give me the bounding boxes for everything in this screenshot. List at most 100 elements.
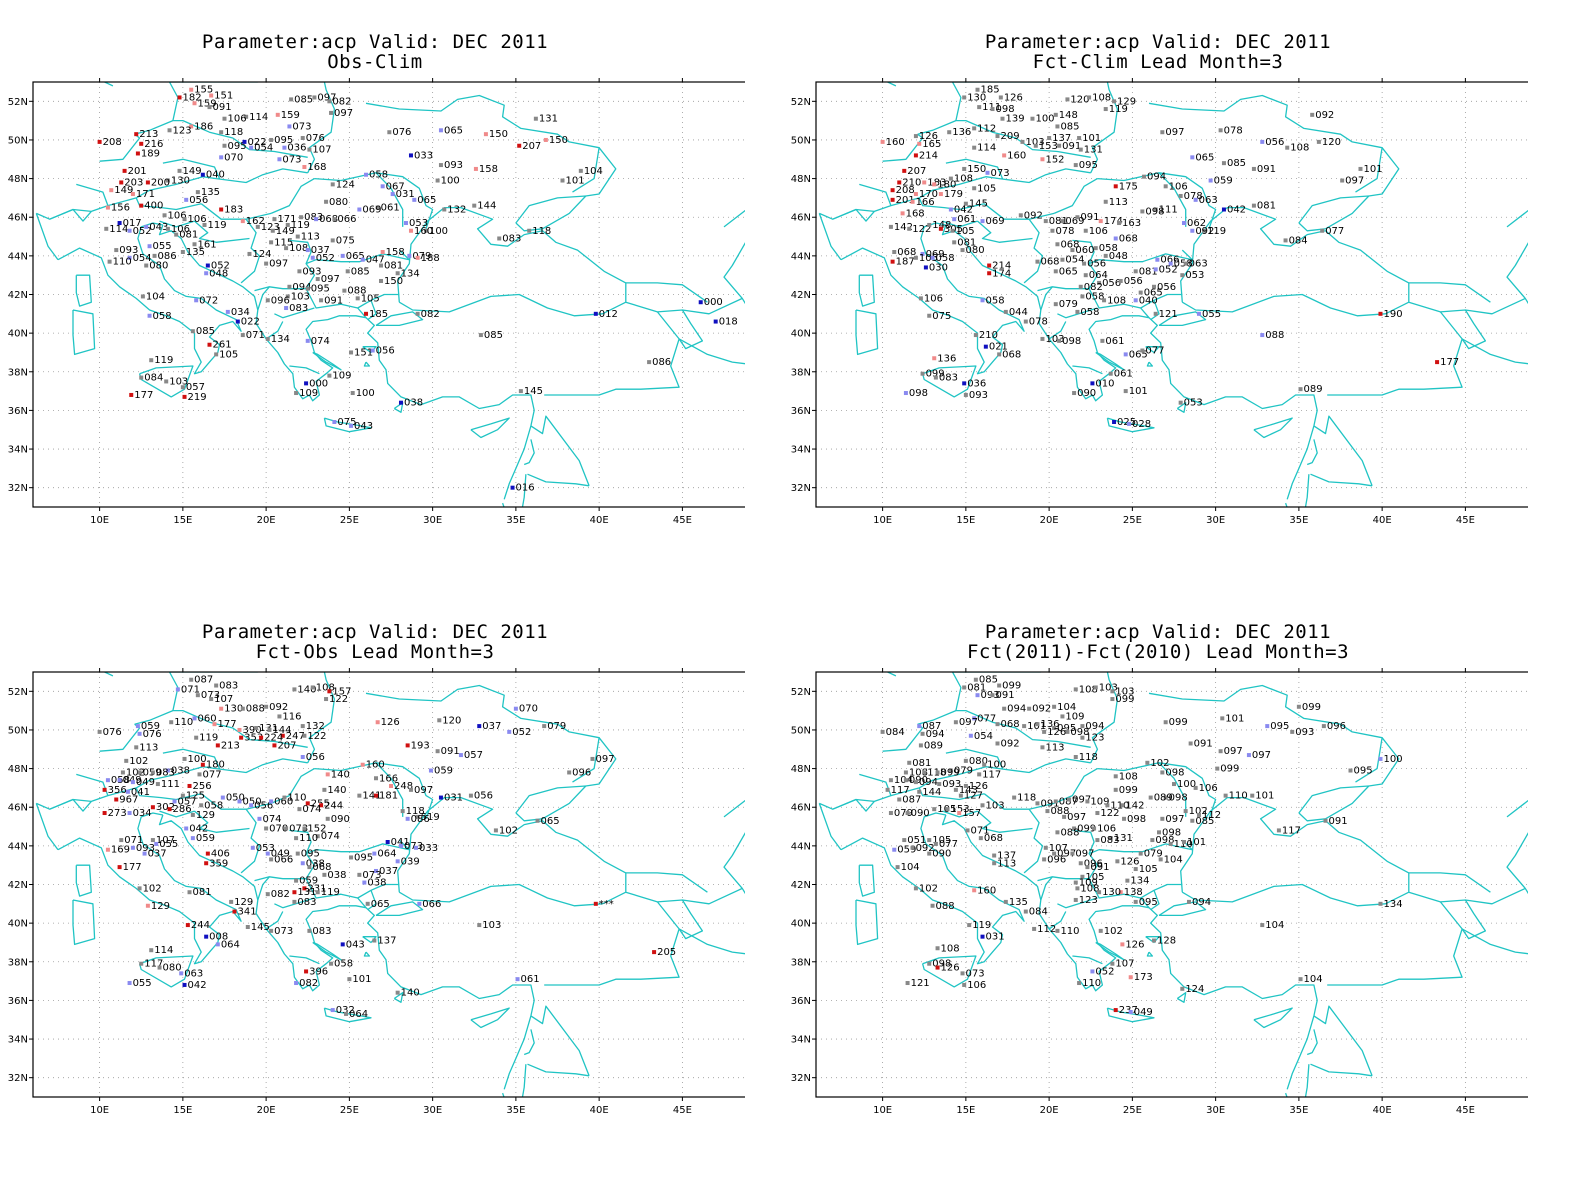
station-value: 102: [126, 767, 145, 778]
station-square: [1113, 787, 1118, 792]
station-value: 101: [352, 974, 371, 985]
station-marker: 065: [340, 251, 365, 262]
stations: 1851301261110981201081291191391001481121…: [880, 85, 1459, 430]
station-square: [360, 257, 365, 262]
station-value: 102: [129, 756, 148, 767]
station-marker: 210: [973, 330, 998, 341]
station-value: 171: [277, 214, 296, 225]
station-value: 059: [141, 721, 160, 732]
station-marker: 129: [1112, 96, 1136, 107]
station-value: 113: [139, 742, 158, 753]
station-marker: 136: [1035, 719, 1060, 730]
station-marker: 190: [1378, 309, 1403, 320]
station-square: [1321, 724, 1326, 729]
station-square: [190, 329, 195, 334]
station-marker: 519: [415, 812, 440, 823]
station-square: [194, 298, 199, 303]
station-square: [890, 259, 895, 264]
station-marker: 058: [364, 170, 388, 181]
station-value: 109: [1079, 878, 1098, 889]
station-marker: 066: [417, 899, 441, 910]
station-marker: 092: [1190, 226, 1214, 237]
station-square: [1251, 166, 1256, 171]
station-value: 057: [464, 750, 483, 761]
station-marker: 037: [305, 245, 330, 256]
station-value: 104: [1265, 920, 1284, 931]
station-marker: 108: [1075, 883, 1100, 894]
station-square: [114, 797, 119, 802]
station-marker: 091: [319, 295, 343, 306]
station-marker: 119: [1201, 226, 1226, 237]
station-square: [468, 793, 473, 798]
station-value: 119: [154, 355, 173, 366]
station-marker: 063: [179, 968, 203, 979]
station-value: 153: [1039, 141, 1058, 152]
station-marker: 207: [517, 141, 541, 152]
station-square: [340, 253, 345, 258]
station-square: [1103, 199, 1108, 204]
station-marker: 166: [910, 197, 935, 208]
station-value: 079: [954, 766, 973, 777]
station-marker: 137: [992, 851, 1016, 862]
station-square: [910, 199, 915, 204]
station-marker: 108: [935, 943, 960, 954]
station-marker: 104: [140, 291, 165, 302]
station-value: 156: [111, 203, 130, 214]
lon-tick-label: 35E: [506, 1105, 525, 1116]
lon-tick-label: 35E: [1289, 1105, 1308, 1116]
station-marker: 150: [962, 164, 986, 175]
station-square: [389, 783, 393, 788]
station-square: [249, 803, 254, 808]
lat-tick-label: 52N: [8, 97, 28, 108]
station-value: 143: [959, 785, 978, 796]
station-value: 219: [188, 392, 207, 403]
station-value: 090: [1077, 388, 1096, 399]
station-value: 078: [1184, 191, 1203, 202]
station-value: 078: [1029, 317, 1048, 328]
station-marker: 086: [647, 357, 671, 368]
station-value: 056: [474, 791, 493, 802]
station-square: [249, 145, 254, 150]
station-square: [149, 948, 154, 953]
station-marker: 111: [1153, 205, 1178, 216]
station-marker: 097: [1218, 746, 1243, 757]
station-marker: 033: [413, 843, 438, 854]
station-square: [1040, 745, 1045, 750]
station-marker: 079: [948, 766, 973, 777]
station-marker: 058: [1168, 259, 1193, 270]
station-square: [270, 228, 275, 233]
station-value: 099: [1002, 681, 1021, 692]
station-value: 153: [951, 804, 970, 815]
station-marker: 144: [472, 201, 496, 212]
station-square: [349, 855, 354, 860]
station-marker: 126: [1115, 856, 1139, 867]
station-square: [219, 706, 224, 711]
station-value: 126: [1047, 727, 1066, 738]
station-value: 088: [347, 286, 366, 297]
station-value: 244: [324, 800, 343, 811]
station-square: [299, 215, 304, 220]
station-value: 068: [1002, 349, 1021, 360]
station-square: [277, 714, 282, 719]
station-marker: 081: [962, 682, 986, 693]
station-marker: 148: [927, 220, 951, 231]
station-value: 031: [986, 932, 1005, 943]
station-value: 095: [1270, 721, 1289, 732]
station-marker: 038: [300, 858, 325, 869]
station-marker: 103: [1110, 686, 1134, 697]
lat-tick-label: 52N: [8, 687, 28, 698]
station-value: 180: [937, 179, 956, 190]
station-square: [109, 188, 114, 193]
station-marker: 144: [267, 725, 292, 736]
station-square: [332, 217, 337, 222]
station-marker: 126: [963, 781, 988, 792]
station-marker: 087: [917, 721, 941, 732]
station-value: 140: [401, 988, 420, 999]
station-marker: 105: [1080, 872, 1105, 883]
grid-lines: [33, 672, 745, 1097]
station-value: 101: [1027, 721, 1046, 732]
station-marker: 038: [322, 870, 346, 881]
station-value: 100: [1177, 779, 1196, 790]
